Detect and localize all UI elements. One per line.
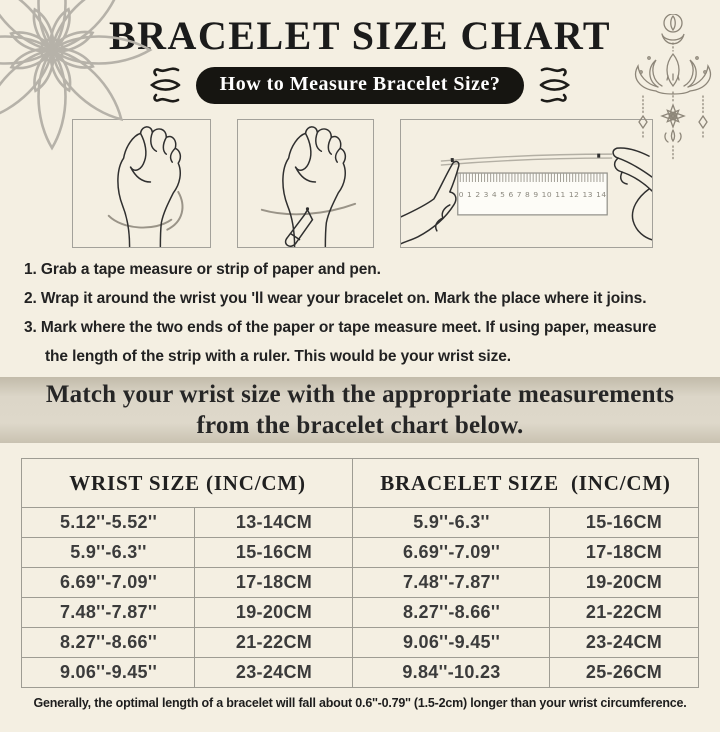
- hand-marking-wrist-with-pen-icon: [260, 126, 357, 247]
- bracelet-size-cm-cell: 15-16CM: [549, 507, 699, 538]
- wrist-size-inch-cell: 7.48''-7.87'': [21, 597, 196, 628]
- bracelet-size-header: BRACELET SIZE (INC/CM): [352, 458, 699, 508]
- table-row: 9.06''-9.45'' 23-24CM 9.84''-10.23 25-26CM: [21, 657, 699, 688]
- instruction-line: 1. Grab a tape measure or strip of paper…: [24, 261, 381, 278]
- table-row: 6.69''-7.09'' 17-18CM 7.48''-7.87'' 19-20CM: [21, 567, 699, 598]
- ruler-numbers: 0 1 2 3 4 5 6 7 8 9 10 11 12 13 14: [459, 190, 607, 199]
- table-row: 7.48''-7.87'' 19-20CM 8.27''-8.66'' 21-22CM: [21, 597, 699, 628]
- banner-line-2: from the bracelet chart below.: [196, 412, 524, 439]
- bracelet-size-inch-cell: 9.84''-10.23: [352, 657, 551, 688]
- wrist-size-cm-cell: 19-20CM: [194, 597, 354, 628]
- panel-wrap-tape: [72, 119, 211, 248]
- bracelet-size-inch-cell: 9.06''-9.45'': [352, 627, 551, 658]
- measuring-strip-with-ruler-icon: 0 1 2 3 4 5 6 7 8 9 10 11 12 13 14: [401, 147, 652, 245]
- subtitle-row: How to Measure Bracelet Size?: [0, 64, 720, 106]
- left-flourish-icon: [149, 67, 180, 103]
- size-table: WRIST SIZE (INC/CM) BRACELET SIZE (INC/C…: [21, 458, 699, 688]
- bracelet-size-cm-cell: 21-22CM: [549, 597, 699, 628]
- table-row: 8.27''-8.66'' 21-22CM 9.06''-9.45'' 23-24CM: [21, 627, 699, 658]
- right-flourish-icon: [540, 67, 571, 103]
- instruction-line: the length of the strip with a ruler. Th…: [45, 348, 512, 365]
- wrist-size-inch-cell: 9.06''-9.45'': [21, 657, 196, 688]
- table-row: 5.12''-5.52'' 13-14CM 5.9''-6.3'' 15-16CM: [21, 507, 699, 538]
- size-chart-banner: Match your wrist size with the appropria…: [0, 377, 720, 443]
- bracelet-size-inch-cell: 8.27''-8.66'': [352, 597, 551, 628]
- subtitle-pill: How to Measure Bracelet Size?: [195, 66, 525, 104]
- wrist-size-cm-cell: 17-18CM: [194, 567, 354, 598]
- illustration-panels: 0 1 2 3 4 5 6 7 8 9 10 11 12 13 14: [72, 119, 720, 248]
- size-table-body: 5.12''-5.52'' 13-14CM 5.9''-6.3'' 15-16CM 5.…: [21, 507, 699, 688]
- bracelet-size-cm-cell: 17-18CM: [549, 537, 699, 568]
- wrist-size-inch-cell: 5.12''-5.52'': [21, 507, 196, 538]
- instructions-list: 1. Grab a tape measure or strip of paper…: [24, 255, 702, 371]
- bracelet-size-cm-cell: 25-26CM: [549, 657, 699, 688]
- wrist-size-inch-cell: 6.69''-7.09'': [21, 567, 196, 598]
- page-title: BRACELET SIZE CHART: [108, 13, 612, 58]
- footer-note: Generally, the optimal length of a brace…: [33, 696, 687, 710]
- wrist-size-inch-cell: 5.9''-6.3'': [21, 537, 196, 568]
- bracelet-size-inch-cell: 6.69''-7.09'': [352, 537, 551, 568]
- wrist-size-cm-cell: 15-16CM: [194, 537, 354, 568]
- bracelet-size-cm-cell: 23-24CM: [549, 627, 699, 658]
- wrist-size-inch-cell: 8.27''-8.66'': [21, 627, 196, 658]
- wrist-size-cm-cell: 23-24CM: [194, 657, 354, 688]
- banner-line-1: Match your wrist size with the appropria…: [45, 381, 675, 408]
- panel-mark-pen: [237, 119, 374, 248]
- wrist-size-cm-cell: 13-14CM: [194, 507, 354, 538]
- table-row: 5.9''-6.3'' 15-16CM 6.69''-7.09'' 17-18CM: [21, 537, 699, 568]
- table-header-row: WRIST SIZE (INC/CM) BRACELET SIZE (INC/C…: [21, 458, 699, 508]
- wrist-size-header: WRIST SIZE (INC/CM): [21, 458, 354, 508]
- bracelet-size-inch-cell: 5.9''-6.3'': [352, 507, 551, 538]
- hand-with-tape-around-wrist-icon: [107, 126, 184, 247]
- bracelet-size-cm-cell: 19-20CM: [549, 567, 699, 598]
- instruction-line: 2. Wrap it around the wrist you 'll wear…: [24, 290, 647, 307]
- panel-measure-ruler: 0 1 2 3 4 5 6 7 8 9 10 11 12 13 14: [400, 119, 653, 248]
- bracelet-size-inch-cell: 7.48''-7.87'': [352, 567, 551, 598]
- instruction-line: 3. Mark where the two ends of the paper …: [24, 319, 657, 336]
- wrist-size-cm-cell: 21-22CM: [194, 627, 354, 658]
